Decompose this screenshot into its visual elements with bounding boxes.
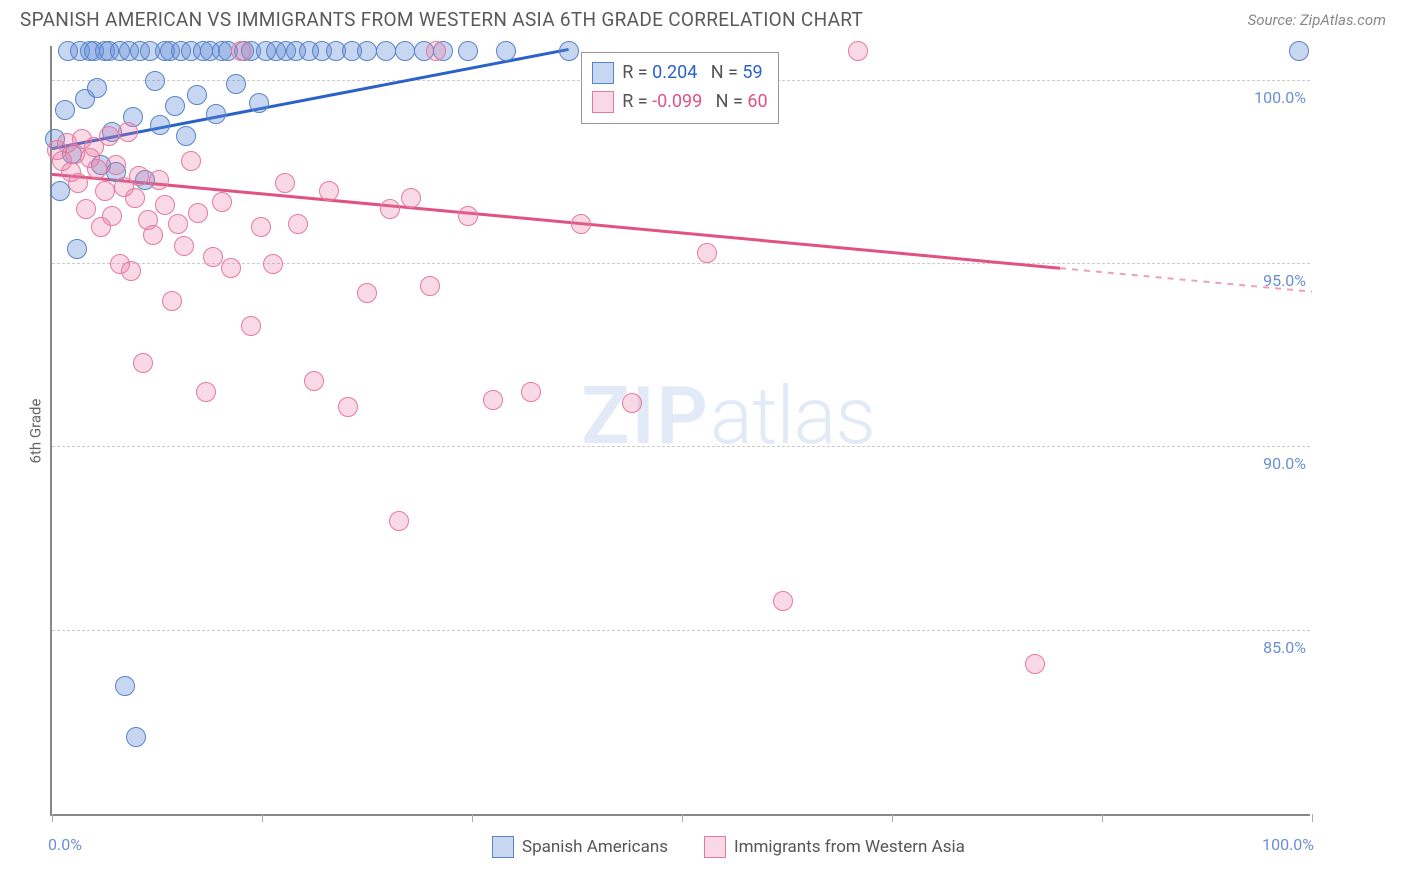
legend: Spanish Americans Immigrants from Western…: [492, 836, 965, 858]
regression-lines: [52, 46, 1312, 816]
data-point-pink: [458, 206, 478, 226]
data-point-pink: [773, 591, 793, 611]
legend-item-blue: Spanish Americans: [492, 836, 668, 858]
data-point-blue: [150, 115, 170, 135]
x-tick: [1312, 814, 1313, 822]
data-point-pink: [275, 173, 295, 193]
data-point-blue: [458, 41, 478, 61]
data-point-blue: [126, 727, 146, 747]
data-point-pink: [168, 214, 188, 234]
data-point-pink: [231, 41, 251, 61]
legend-swatch-pink: [704, 836, 726, 858]
data-point-pink: [380, 199, 400, 219]
swatch-blue: [592, 62, 614, 84]
data-point-pink: [251, 217, 271, 237]
data-point-blue: [145, 71, 165, 91]
data-point-blue: [496, 41, 516, 61]
data-point-blue: [67, 239, 87, 259]
data-point-blue: [50, 181, 70, 201]
data-point-pink: [241, 316, 261, 336]
data-point-blue: [176, 126, 196, 146]
data-point-pink: [106, 155, 126, 175]
source-label: Source: ZipAtlas.com: [1248, 11, 1386, 29]
chart-area: 6th Grade ZIPatlas 85.0%90.0%95.0%100.0%…: [20, 46, 1310, 816]
data-point-pink: [203, 247, 223, 267]
data-point-blue: [187, 85, 207, 105]
data-point-blue: [249, 93, 269, 113]
x-axis-max-label: 100.0%: [1262, 835, 1314, 854]
data-point-blue: [376, 41, 396, 61]
data-point-pink: [319, 181, 339, 201]
stats-text-blue: R = 0.204 N = 59: [622, 59, 762, 88]
data-point-blue: [559, 41, 579, 61]
data-point-pink: [188, 203, 208, 223]
data-point-blue: [165, 96, 185, 116]
data-point-pink: [133, 353, 153, 373]
data-point-pink: [143, 225, 163, 245]
data-point-pink: [221, 258, 241, 278]
data-point-pink: [697, 243, 717, 263]
data-point-pink: [102, 206, 122, 226]
data-point-pink: [155, 195, 175, 215]
data-point-pink: [338, 397, 358, 417]
y-axis-label-box: 6th Grade: [20, 46, 50, 816]
data-point-pink: [162, 291, 182, 311]
data-point-blue: [226, 74, 246, 94]
data-point-pink: [571, 214, 591, 234]
data-point-pink: [304, 371, 324, 391]
legend-swatch-blue: [492, 836, 514, 858]
data-point-pink: [357, 283, 377, 303]
data-point-blue: [206, 104, 226, 124]
data-point-pink: [483, 390, 503, 410]
data-point-pink: [76, 199, 96, 219]
data-point-pink: [420, 276, 440, 296]
data-point-pink: [196, 382, 216, 402]
x-axis-min-label: 0.0%: [48, 835, 82, 854]
data-point-blue: [87, 78, 107, 98]
data-point-pink: [149, 170, 169, 190]
data-point-pink: [87, 159, 107, 179]
data-point-blue: [115, 676, 135, 696]
stats-row-pink: R = -0.099 N = 60: [592, 88, 767, 117]
data-point-pink: [521, 382, 541, 402]
data-point-pink: [426, 41, 446, 61]
data-point-pink: [174, 236, 194, 256]
data-point-pink: [1025, 654, 1045, 674]
data-point-blue: [1289, 41, 1309, 61]
stats-box: R = 0.204 N = 59R = -0.099 N = 60: [581, 52, 778, 124]
data-point-pink: [118, 122, 138, 142]
data-point-pink: [99, 126, 119, 146]
data-point-pink: [401, 188, 421, 208]
regression-line-pink-dashed: [1060, 268, 1312, 291]
data-point-blue: [357, 41, 377, 61]
data-point-pink: [68, 173, 88, 193]
data-point-blue: [395, 41, 415, 61]
data-point-pink: [125, 188, 145, 208]
data-point-pink: [121, 261, 141, 281]
legend-label-blue: Spanish Americans: [522, 837, 668, 857]
data-point-pink: [129, 166, 149, 186]
stats-row-blue: R = 0.204 N = 59: [592, 59, 767, 88]
data-point-pink: [288, 214, 308, 234]
data-point-pink: [263, 254, 283, 274]
plot-region: ZIPatlas 85.0%90.0%95.0%100.0%0.0%100.0%…: [50, 46, 1310, 816]
legend-item-pink: Immigrants from Western Asia: [704, 836, 965, 858]
data-point-pink: [95, 181, 115, 201]
data-point-pink: [848, 41, 868, 61]
data-point-blue: [55, 100, 75, 120]
swatch-pink: [592, 91, 614, 113]
data-point-pink: [181, 151, 201, 171]
stats-text-pink: R = -0.099 N = 60: [622, 88, 767, 117]
data-point-pink: [212, 192, 232, 212]
data-point-pink: [389, 511, 409, 531]
y-axis-label: 6th Grade: [26, 399, 44, 464]
data-point-pink: [622, 393, 642, 413]
chart-title: SPANISH AMERICAN VS IMMIGRANTS FROM WEST…: [20, 8, 863, 31]
legend-label-pink: Immigrants from Western Asia: [734, 837, 965, 857]
